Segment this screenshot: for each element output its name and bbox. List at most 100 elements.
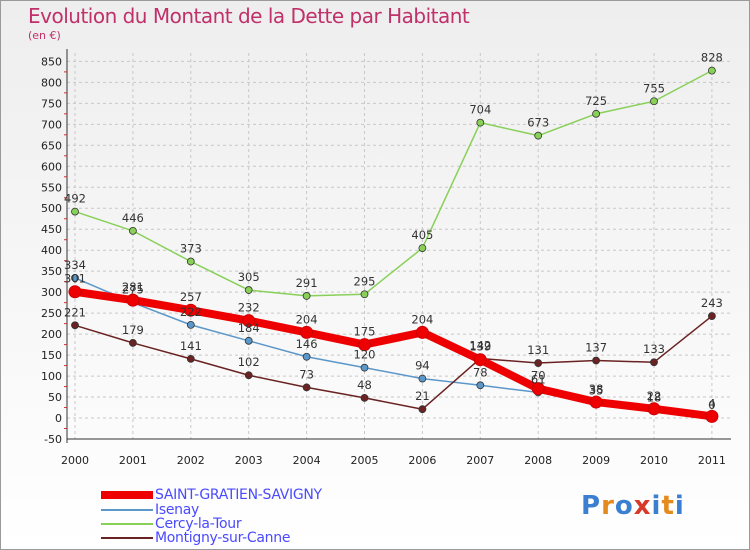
data-point-saint-gratien-savigny [242, 314, 256, 328]
data-point-cercy-la-tour [244, 286, 253, 294]
data-label-cercy-la-tour: 405 [411, 228, 433, 242]
data-label-saint-gratien-savigny: 301 [64, 272, 86, 286]
data-point-saint-gratien-savigny [415, 325, 429, 339]
y-tick-label: 600 [41, 160, 62, 173]
unit-label: (en €) [28, 29, 61, 42]
data-label-saint-gratien-savigny: 22 [647, 389, 662, 403]
y-tick-label: 500 [41, 202, 62, 215]
y-tick-label: 0 [55, 412, 62, 425]
data-label-saint-gratien-savigny: 70 [531, 369, 546, 383]
data-label-cercy-la-tour: 446 [122, 211, 144, 225]
data-label-isenay: 334 [64, 258, 86, 272]
data-label-saint-gratien-savigny: 139 [469, 340, 491, 354]
x-tick-label: 2001 [119, 454, 147, 467]
data-label-saint-gratien-savigny: 232 [238, 301, 260, 315]
data-label-saint-gratien-savigny: 204 [411, 312, 433, 326]
data-point-cercy-la-tour [128, 226, 137, 235]
data-point-saint-gratien-savigny [647, 402, 661, 416]
data-point-cercy-la-tour [592, 109, 600, 118]
y-tick-label: 450 [41, 223, 62, 236]
chart-title: Evolution du Montant de la Dette par Hab… [28, 4, 470, 28]
logo-letter: i [674, 491, 685, 521]
data-point-isenay [476, 381, 485, 390]
data-label-montigny-sur-canne: 48 [357, 378, 372, 392]
y-tick-label: 200 [41, 328, 62, 341]
data-label-saint-gratien-savigny: 281 [122, 280, 144, 294]
data-point-cercy-la-tour [186, 257, 195, 266]
data-point-saint-gratien-savigny [126, 293, 140, 307]
data-point-montigny-sur-canne [186, 354, 195, 363]
y-tick-label: 650 [41, 139, 62, 152]
x-tick-label: 2000 [61, 454, 89, 467]
data-label-cercy-la-tour: 828 [701, 51, 723, 65]
data-label-cercy-la-tour: 673 [527, 116, 549, 130]
y-tick-label: 800 [41, 76, 62, 89]
y-tick-label: 850 [41, 55, 62, 68]
logo-letter: r [601, 491, 615, 521]
x-tick-label: 2011 [698, 454, 726, 467]
data-label-cercy-la-tour: 305 [238, 270, 260, 284]
y-tick-label: 400 [41, 244, 62, 257]
data-label-montigny-sur-canne: 142 [469, 338, 491, 352]
data-point-cercy-la-tour [650, 97, 658, 106]
x-tick-label: 2005 [351, 454, 379, 467]
data-label-cercy-la-tour: 704 [469, 103, 491, 117]
data-label-cercy-la-tour: 291 [296, 276, 318, 290]
data-label-montigny-sur-canne: 133 [643, 342, 665, 356]
y-tick-label: 300 [41, 286, 62, 299]
data-label-cercy-la-tour: 295 [354, 274, 376, 288]
logo-letter: x [633, 491, 652, 521]
data-label-isenay: 222 [180, 305, 202, 319]
data-label-isenay: 94 [415, 359, 430, 373]
data-point-isenay [418, 374, 427, 383]
legend-swatch-isenay [101, 509, 153, 511]
data-point-cercy-la-tour [418, 244, 427, 252]
data-label-montigny-sur-canne: 243 [701, 296, 723, 310]
data-label-saint-gratien-savigny: 204 [296, 312, 318, 326]
data-point-montigny-sur-canne [418, 405, 427, 414]
y-tick-label: 100 [41, 370, 62, 383]
data-label-cercy-la-tour: 725 [585, 94, 607, 108]
data-point-montigny-sur-canne [534, 359, 543, 367]
data-label-montigny-sur-canne: 73 [299, 367, 314, 381]
legend-label-saint-gratien-savigny: SAINT-GRATIEN-SAVIGNY [155, 487, 322, 503]
data-point-montigny-sur-canne [71, 321, 79, 330]
legend-swatch-cercy-la-tour [101, 523, 153, 525]
legend-label-montigny-sur-canne: Montigny-sur-Canne [155, 530, 291, 546]
x-tick-label: 2007 [466, 454, 494, 467]
data-point-montigny-sur-canne [708, 312, 716, 320]
proxiti-logo: Proxiti [581, 491, 685, 521]
x-tick-label: 2003 [235, 454, 263, 467]
data-point-saint-gratien-savigny [589, 395, 603, 409]
y-tick-label: 700 [41, 118, 62, 131]
data-point-isenay [360, 363, 369, 372]
data-point-montigny-sur-canne [302, 383, 311, 392]
data-label-saint-gratien-savigny: 257 [180, 290, 202, 304]
y-tick-label: 750 [41, 97, 62, 110]
x-tick-label: 2009 [582, 454, 610, 467]
data-point-isenay [302, 352, 311, 361]
data-label-cercy-la-tour: 755 [643, 81, 665, 95]
data-label-saint-gratien-savigny: 38 [589, 382, 604, 396]
data-point-saint-gratien-savigny [473, 353, 487, 367]
data-point-saint-gratien-savigny [68, 285, 82, 299]
x-tick-label: 2004 [293, 454, 321, 467]
series-line-cercy-la-tour [74, 69, 713, 297]
data-label-isenay: 35 [589, 383, 604, 397]
data-point-cercy-la-tour [476, 118, 485, 127]
data-point-cercy-la-tour [302, 292, 311, 300]
logo-letter: t [661, 491, 675, 521]
data-point-montigny-sur-canne [128, 339, 137, 347]
legend-swatch-saint-gratien-savigny [101, 491, 153, 499]
data-label-cercy-la-tour: 373 [180, 242, 202, 256]
legend-label-cercy-la-tour: Cercy-la-Tour [155, 516, 242, 532]
data-label-isenay: 275 [122, 283, 144, 297]
x-tick-label: 2006 [408, 454, 436, 467]
data-point-montigny-sur-canne [244, 371, 253, 380]
data-label-montigny-sur-canne: 131 [527, 343, 549, 357]
data-label-isenay: 120 [354, 348, 376, 362]
y-tick-label: 150 [41, 349, 62, 362]
y-tick-label: 250 [41, 307, 62, 320]
data-label-montigny-sur-canne: 141 [180, 339, 202, 353]
